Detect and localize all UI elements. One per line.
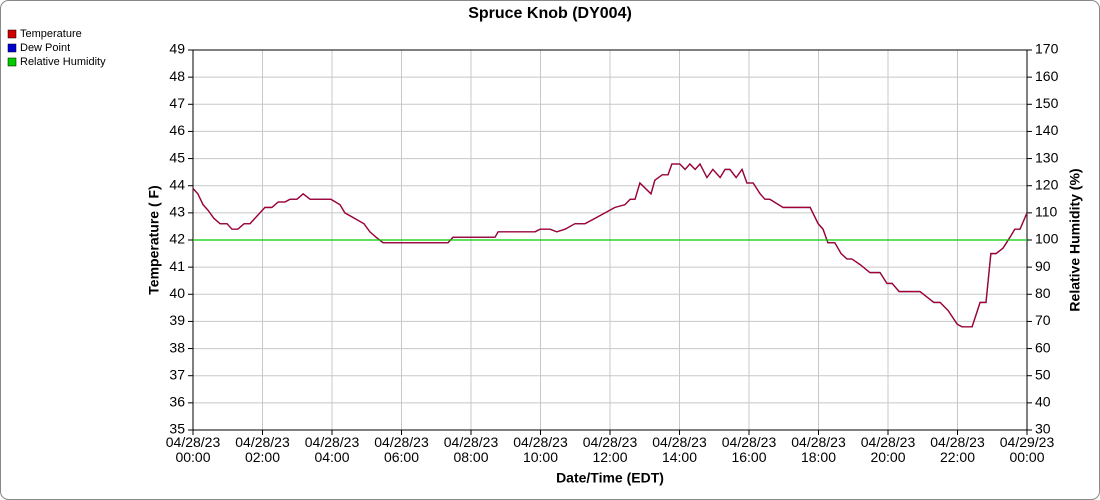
legend-label: Dew Point <box>20 42 70 54</box>
x-tick-label: 04/28/23 06:00 <box>374 434 429 465</box>
y-tick-label: 40 <box>169 285 185 301</box>
y-tick-label: 39 <box>169 312 185 328</box>
y2-tick-label: 170 <box>1035 41 1059 57</box>
y2-tick-label: 120 <box>1035 176 1059 192</box>
x-tick-label: 04/28/23 20:00 <box>860 434 916 465</box>
x-axis-label: Date/Time (EDT) <box>556 470 664 486</box>
y-tick-label: 37 <box>169 366 185 382</box>
x-tick-label: 04/28/23 18:00 <box>791 434 846 465</box>
x-tick-label: 04/28/23 04:00 <box>304 434 360 465</box>
y2-tick-label: 130 <box>1035 149 1059 165</box>
chart-title: Spruce Knob (DY004) <box>468 5 632 22</box>
y2-tick-label: 150 <box>1035 95 1059 111</box>
y-tick-label: 46 <box>169 122 185 138</box>
legend-swatch <box>7 57 17 67</box>
y-tick-label: 35 <box>169 421 185 437</box>
y-tick-label: 47 <box>169 95 185 111</box>
legend-swatch <box>7 43 17 53</box>
legend-label: Relative Humidity <box>20 56 106 68</box>
y-tick-label: 42 <box>169 231 185 247</box>
x-tick-label: 04/28/23 16:00 <box>721 434 777 465</box>
x-tick-label: 04/28/23 08:00 <box>443 434 499 465</box>
y2-tick-label: 110 <box>1035 204 1058 220</box>
y-tick-label: 48 <box>169 68 185 84</box>
y-tick-label: 36 <box>169 394 185 410</box>
series-line <box>192 162 1028 328</box>
y2-tick-label: 140 <box>1035 122 1059 138</box>
y-tick-label: 44 <box>169 176 185 192</box>
x-tick-label: 04/28/23 02:00 <box>235 434 290 465</box>
legend-label: Temperature <box>20 28 82 40</box>
y2-tick-label: 100 <box>1035 231 1059 247</box>
y-tick-label: 41 <box>169 258 185 274</box>
x-tick-label: 04/28/23 10:00 <box>513 434 568 465</box>
y2-tick-label: 80 <box>1035 285 1051 301</box>
y2-tick-label: 70 <box>1035 312 1051 328</box>
x-tick-label: 04/28/23 22:00 <box>930 434 985 465</box>
y2-tick-label: 60 <box>1035 339 1051 355</box>
y2-tick-label: 30 <box>1035 421 1051 437</box>
y-axis-label: Temperature ( F) <box>146 185 162 294</box>
x-tick-label: 04/28/23 00:00 <box>165 434 221 465</box>
x-tick-label: 04/28/23 12:00 <box>582 434 638 465</box>
y-tick-label: 49 <box>169 41 185 57</box>
y2-tick-label: 50 <box>1035 366 1051 382</box>
y-tick-label: 38 <box>169 339 185 355</box>
y2-tick-label: 160 <box>1035 68 1059 84</box>
y-tick-label: 43 <box>169 204 185 220</box>
y2-tick-label: 90 <box>1035 258 1051 274</box>
legend-swatch <box>7 29 17 39</box>
y2-tick-label: 40 <box>1035 394 1051 410</box>
x-tick-label: 04/29/23 00:00 <box>999 434 1055 465</box>
x-tick-label: 04/28/23 14:00 <box>652 434 707 465</box>
y2-axis-label: Relative Humidity (%) <box>1067 168 1083 311</box>
y-tick-label: 45 <box>169 149 185 165</box>
